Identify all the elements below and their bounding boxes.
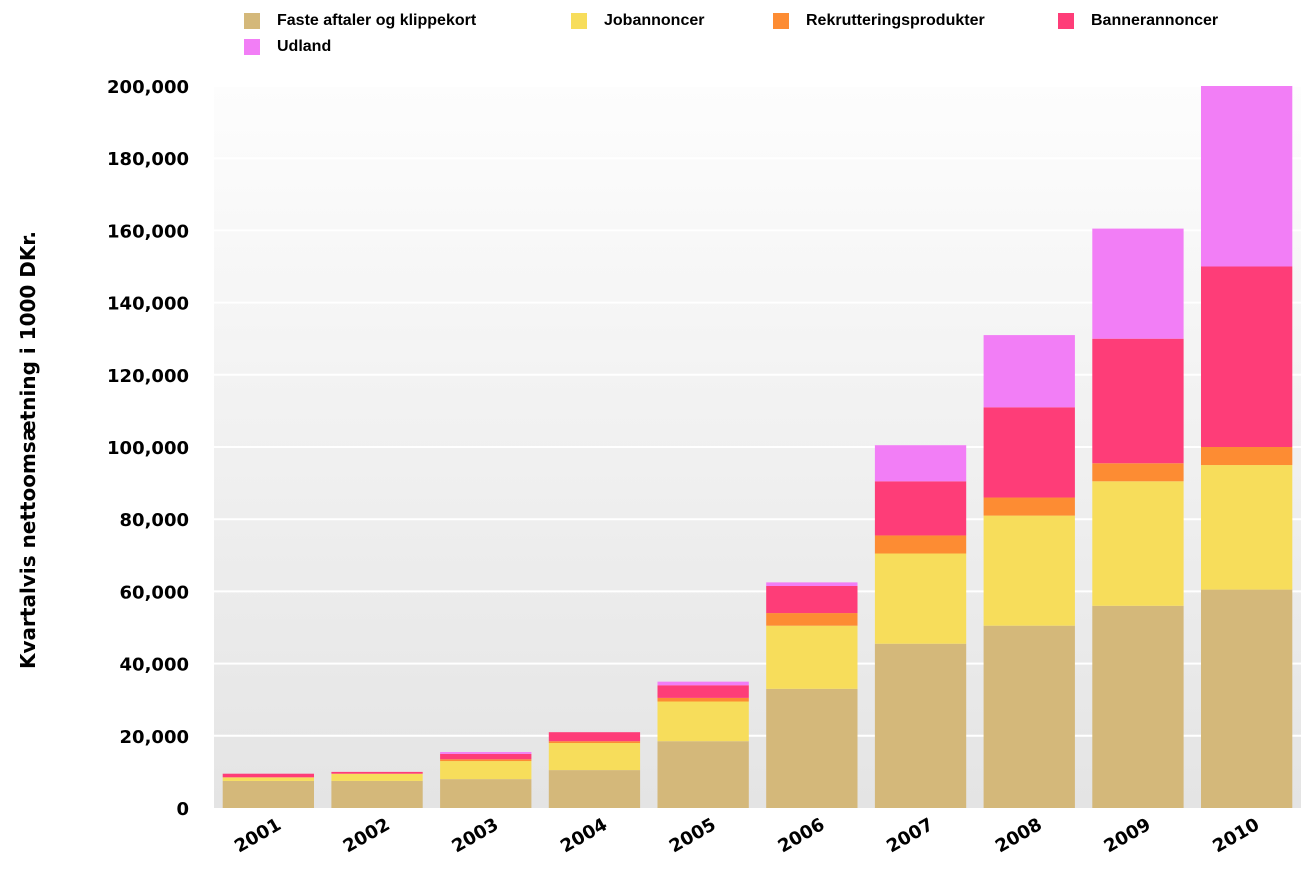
bar-segment [222, 773, 315, 778]
y-tick-label: 20,000 [120, 727, 189, 748]
bar-segment [657, 685, 749, 698]
legend-swatch [773, 13, 789, 29]
x-tick-label: 2005 [666, 814, 720, 857]
bar-segment [766, 688, 858, 808]
bar-segment [1092, 605, 1184, 808]
y-tick-label: 160,000 [107, 221, 189, 242]
bar-segment [548, 741, 641, 744]
bar-segment [874, 553, 967, 644]
bar-segment [331, 780, 423, 808]
bar-segment [1200, 266, 1293, 447]
x-tick-label: 2006 [774, 814, 828, 857]
x-tick-label: 2003 [448, 814, 502, 857]
x-tick-label: 2009 [1101, 814, 1155, 857]
bar-segment [983, 625, 1075, 808]
x-tick-label: 2007 [883, 814, 937, 857]
y-tick-label: 180,000 [107, 149, 189, 170]
bar-segment [1200, 86, 1293, 267]
bar-segment [1092, 481, 1184, 606]
bar-segment [440, 759, 532, 762]
x-tick-label: 2010 [1209, 814, 1263, 857]
bar-segment [1092, 338, 1184, 464]
y-tick-label: 140,000 [107, 294, 189, 315]
bar-segment [331, 773, 423, 781]
bar-segment [766, 585, 858, 614]
y-tick-label: 100,000 [107, 438, 189, 459]
bar-segment [766, 582, 858, 586]
x-tick-labels: 2001 2002 2003 2004 2005 2006 2007 2008 2009 2010 [231, 814, 1263, 857]
bar-segment [1200, 589, 1293, 808]
bar-segment [222, 780, 315, 808]
bar-segment [331, 771, 423, 774]
legend-item-rekruttering: Rekrutteringsprodukter [773, 12, 985, 30]
legend-swatch [571, 13, 587, 29]
bar-segment [983, 407, 1075, 498]
bar-segment [1200, 447, 1293, 466]
bar-segment [874, 445, 967, 482]
legend-item-faste: Faste aftaler og klippekort [244, 12, 476, 30]
bar-segment [766, 625, 858, 689]
bar-segment [1092, 228, 1184, 339]
legend-label: Jobannoncer [604, 12, 705, 29]
y-tick-label: 40,000 [120, 655, 189, 676]
legend-swatch [1058, 13, 1074, 29]
legend-label: Faste aftaler og klippekort [277, 12, 477, 29]
y-tick-label: 0 [176, 799, 189, 820]
legend-item-jobannoncer: Jobannoncer [571, 12, 704, 30]
x-tick-label: 2004 [557, 814, 611, 857]
bar-segment [1200, 465, 1293, 590]
x-tick-label: 2008 [992, 814, 1046, 857]
bar-segment [548, 743, 641, 771]
y-tick-label: 200,000 [107, 77, 189, 98]
bars [222, 86, 1293, 808]
legend-label: Udland [277, 38, 332, 55]
bar-segment [222, 777, 315, 781]
legend-label: Bannerannoncer [1091, 12, 1219, 29]
y-tick-label: 120,000 [107, 366, 189, 387]
bar-segment [440, 779, 532, 808]
legend-item-banner: Bannerannoncer [1058, 12, 1218, 30]
x-tick-label: 2002 [340, 814, 394, 857]
bar-segment [657, 741, 749, 808]
bar-segment [548, 732, 641, 742]
y-tick-label: 80,000 [120, 510, 189, 531]
bar-segment [657, 697, 749, 702]
legend-item-udland: Udland [244, 38, 331, 56]
legend-label: Rekrutteringsprodukter [806, 12, 985, 29]
y-tick-labels: 0 20,000 40,000 60,000 80,000 100,000 120,000 1… [107, 77, 189, 820]
bar-segment [874, 643, 967, 808]
bar-segment [983, 515, 1075, 626]
legend-swatch [244, 13, 260, 29]
bar-segment [874, 481, 967, 536]
bar-segment [440, 761, 532, 780]
bar-segment [874, 535, 967, 554]
bar-segment [983, 335, 1075, 408]
legend-swatch [244, 39, 260, 55]
bar-segment [1092, 463, 1184, 482]
bar-segment [983, 497, 1075, 516]
bar-segment [440, 753, 532, 760]
bar-segment [440, 752, 532, 754]
bar-segment [766, 613, 858, 626]
bar-segment [657, 681, 749, 686]
y-tick-label: 60,000 [120, 582, 189, 603]
bar-segment [548, 770, 641, 808]
bar-segment [657, 701, 749, 742]
x-tick-label: 2001 [231, 814, 285, 857]
